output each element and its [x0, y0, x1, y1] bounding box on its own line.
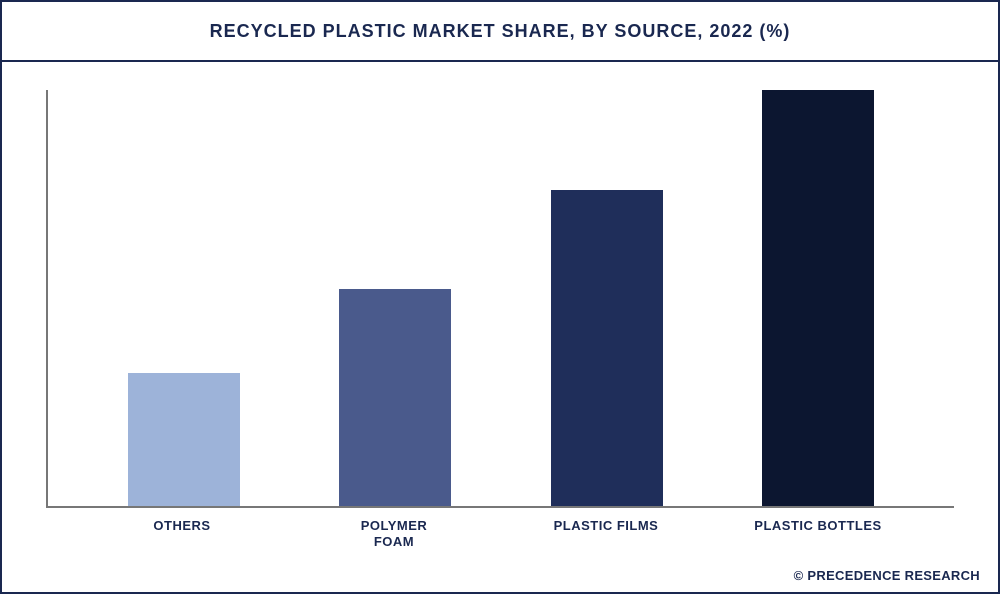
plot-outer: OTHERSPOLYMERFOAMPLASTIC FILMSPLASTIC BO… [2, 62, 998, 558]
title-box: RECYCLED PLASTIC MARKET SHARE, BY SOURCE… [2, 2, 998, 62]
bar-slot [78, 90, 290, 506]
x-axis-labels: OTHERSPOLYMERFOAMPLASTIC FILMSPLASTIC BO… [46, 508, 954, 551]
footer: © PRECEDENCE RESEARCH [2, 558, 998, 592]
x-label: OTHERS [76, 518, 288, 551]
chart-container: RECYCLED PLASTIC MARKET SHARE, BY SOURCE… [0, 0, 1000, 594]
bar-slot [290, 90, 502, 506]
x-label: POLYMERFOAM [288, 518, 500, 551]
bar-polymer-foam [339, 289, 451, 505]
bar-plastic-bottles [762, 90, 874, 506]
bar-slot [713, 90, 925, 506]
credit-text: © PRECEDENCE RESEARCH [794, 568, 980, 583]
bar-slot [501, 90, 713, 506]
plot-area [46, 90, 954, 508]
x-label: PLASTIC FILMS [500, 518, 712, 551]
x-label: PLASTIC BOTTLES [712, 518, 924, 551]
bar-others [128, 373, 240, 506]
chart-title: RECYCLED PLASTIC MARKET SHARE, BY SOURCE… [210, 21, 791, 42]
bar-plastic-films [551, 190, 663, 506]
